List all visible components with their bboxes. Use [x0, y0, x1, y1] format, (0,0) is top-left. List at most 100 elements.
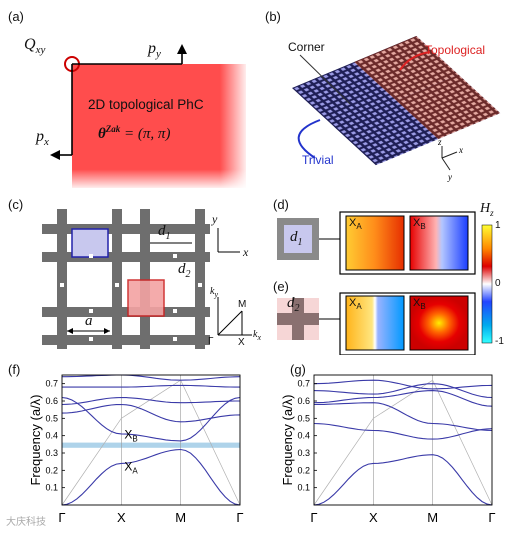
bz-ky: ky — [210, 286, 219, 299]
px-arrow — [50, 150, 60, 160]
xtick-label-g: X — [369, 510, 378, 525]
xtick-label-f: Γ — [236, 510, 243, 525]
ytick-label-g: 0.7 — [297, 379, 310, 389]
panel-b-label: (b) — [265, 9, 281, 24]
ytick-label-f: 0.5 — [45, 413, 58, 423]
xtick-label-f: M — [175, 510, 186, 525]
panel-a-figure — [50, 44, 246, 188]
d-xb: XB — [413, 217, 426, 232]
ytick-label-f: 0.1 — [45, 483, 58, 493]
xtick-label-f: Γ — [58, 510, 65, 525]
band-g-2 — [313, 422, 493, 440]
light-line-f — [61, 379, 241, 506]
coord-x: x — [243, 245, 249, 259]
xtick-label-g: M — [427, 510, 438, 525]
e-xb: XB — [413, 297, 426, 312]
e-d2: d2 — [287, 295, 300, 314]
d2-label: d2 — [178, 261, 191, 280]
band-g-4 — [313, 390, 493, 407]
colorbar-tick-mid: 0 — [495, 278, 501, 289]
panel-de: (d) (e) d1 XA XB d2 XA XB Hz 1 0 -1 — [270, 195, 510, 355]
ytick-label-g: 0.3 — [297, 448, 310, 458]
axis-z: z — [437, 137, 442, 147]
trivial-label: Trivial — [302, 153, 334, 167]
axis-y: y — [447, 172, 452, 182]
panel-c: (c) d1 d2 a y x ky kx M Γ X — [0, 195, 270, 355]
panel-g-label: (g) — [290, 362, 306, 377]
px-label: px — [36, 128, 49, 149]
plot-frame-f — [61, 374, 241, 506]
band-f-2 — [61, 396, 241, 442]
panel-b: (b) z x y Corner Topological Trivial — [260, 0, 510, 195]
band-g-1 — [313, 454, 493, 506]
ytick-label-g: 0.6 — [297, 396, 310, 406]
bz-m: M — [238, 299, 247, 310]
ylabel-f: Frequency (a/λ) — [28, 394, 43, 485]
ytick-label-g: 0.2 — [297, 465, 310, 475]
trivial-cell — [71, 228, 109, 258]
topological-cell — [127, 279, 165, 317]
corner-label: Corner — [288, 40, 325, 54]
panel-a: (a) Qxy py px 2D topological PhC θZak = … — [0, 0, 260, 195]
band-g-6 — [313, 379, 493, 390]
ylabel-g: Frequency (a/λ) — [280, 394, 295, 485]
xtick-label-g: Γ — [488, 510, 495, 525]
d1-label: d1 — [158, 223, 171, 242]
zak-phase: θZak = (π, π) — [98, 124, 171, 142]
bz-kx: kx — [253, 329, 262, 342]
band-structures: 0.1 0.2 0.3 0.4 0.5 0.6 0.7 Γ X M Γ Frequency (a/λ)… — [28, 374, 496, 525]
ytick-label-f: 0.4 — [45, 431, 58, 441]
photonic-lattice — [42, 209, 210, 349]
xtick-label-f: X — [117, 510, 126, 525]
panel-e-label: (e) — [273, 279, 289, 294]
band-f-5 — [62, 384, 240, 388]
panel-c-label: (c) — [8, 197, 24, 212]
band-f-6 — [62, 374, 241, 381]
bz-x: X — [238, 337, 245, 348]
axis-x: x — [458, 145, 463, 155]
panel-b-figure: z x y — [292, 35, 501, 182]
py-arrow — [177, 44, 187, 54]
panel-c-figure — [42, 209, 252, 349]
bandgap-f — [62, 442, 240, 448]
plot-frame-g — [313, 374, 493, 506]
ytick-label-g: 0.4 — [297, 431, 310, 441]
light-line-g — [313, 379, 493, 506]
ytick-label-f: 0.3 — [45, 448, 58, 458]
ytick-label-f: 0.6 — [45, 396, 58, 406]
py-label: py — [148, 40, 161, 61]
a-label: a — [85, 313, 93, 329]
ytick-label-f: 0.2 — [45, 465, 58, 475]
xtick-label-g: Γ — [310, 510, 317, 525]
d-xa: XA — [349, 217, 362, 232]
topological-label: Topological — [425, 43, 486, 57]
panel-d-label: (d) — [273, 197, 289, 212]
watermark: 大庆科技 — [6, 517, 46, 528]
bz-gamma: Γ — [208, 336, 214, 347]
map-d-xb — [409, 215, 469, 271]
ytick-label-g: 0.5 — [297, 413, 310, 423]
colorbar-tick-bottom: -1 — [495, 336, 504, 347]
colorbar-title: Hz — [480, 201, 494, 218]
e-xa: XA — [349, 297, 362, 312]
panel-f-label: (f) — [8, 362, 21, 377]
band-label-xb: XB — [124, 427, 137, 443]
band-f-3 — [61, 403, 241, 423]
qxy-label: Qxy — [24, 36, 46, 57]
colorbar — [481, 224, 493, 344]
panel-a-label: (a) — [8, 9, 24, 24]
d-d1: d1 — [290, 229, 303, 248]
coord-y: y — [212, 212, 218, 226]
topological-lattice — [354, 35, 459, 101]
colorbar-tick-top: 1 — [495, 220, 501, 231]
ytick-label-g: 0.1 — [297, 483, 310, 493]
band-f-4 — [61, 396, 240, 406]
phc-title: 2D topological PhC — [88, 97, 204, 112]
ytick-label-f: 0.7 — [45, 379, 58, 389]
band-g-3 — [313, 402, 493, 432]
band-g-5 — [313, 383, 493, 399]
map-d-xa — [345, 215, 405, 271]
band-f-1 — [61, 448, 241, 506]
map-e-xa — [345, 295, 405, 351]
map-e-xb — [409, 295, 469, 351]
